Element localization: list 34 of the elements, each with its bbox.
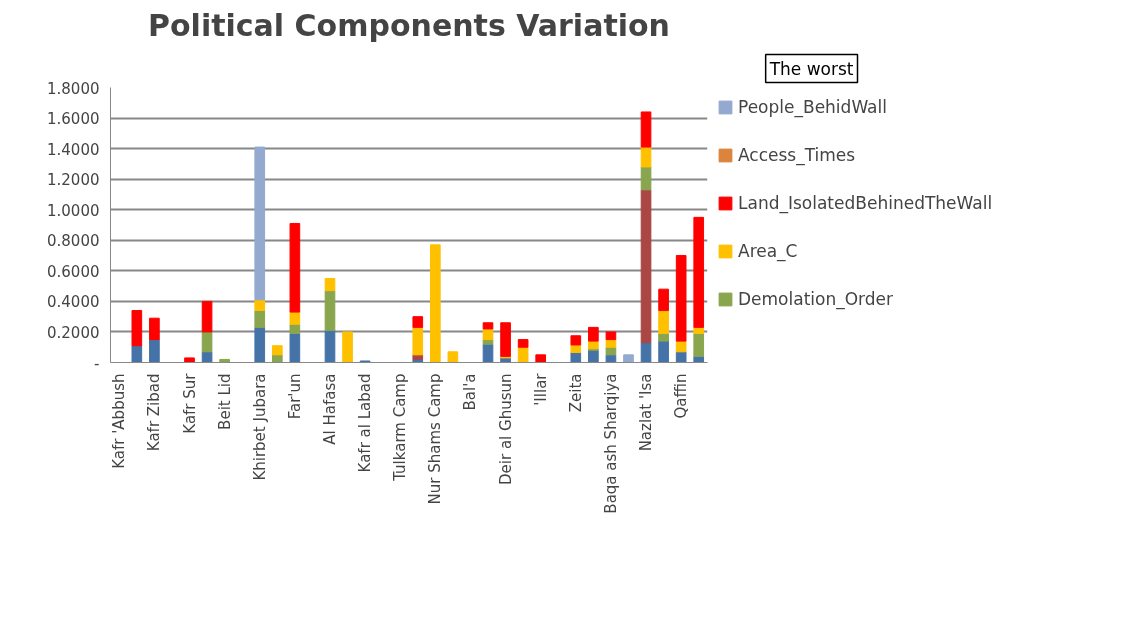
y-tick-label: 1.0000	[47, 201, 100, 220]
x-tick-label: Khirbet Jubara	[250, 373, 269, 481]
text: The worst	[768, 58, 854, 79]
y-tick-label: 0.6000	[47, 262, 100, 281]
y-tick-label: 0.2000	[47, 323, 100, 342]
legend-label: Demolation_Order	[738, 289, 894, 309]
x-tick-label: Far'un	[285, 373, 304, 420]
x-tick-label: Nur Shams Camp	[426, 373, 445, 505]
x-tick-label: Kafr Zibad	[145, 373, 164, 452]
chart-title: Political Components Variation	[148, 7, 670, 43]
y-tick-label: 1.2000	[47, 171, 100, 190]
x-tick-label: Beit Lid	[215, 373, 234, 430]
y-tick-label: 1.8000	[47, 79, 100, 98]
y-tick-label: 1.6000	[47, 110, 100, 129]
y-tick-label: -	[94, 354, 100, 373]
legend-label: Area_C	[738, 241, 798, 261]
x-tick-label: Tulkarm Camp	[391, 373, 410, 482]
legend-label: Land_IsolatedBehinedTheWall	[738, 193, 993, 213]
x-tick-label: Kafr 'Abbush	[110, 373, 129, 469]
x-tick-label: 'Illar	[531, 372, 550, 406]
y-tick-label: 0.8000	[47, 232, 100, 251]
x-tick-label: Deir al Ghusun	[496, 373, 515, 485]
x-tick-label: Zeita	[566, 373, 585, 413]
x-tick-label: Nazlat 'Isa	[637, 373, 656, 452]
x-tick-label: Bal'a	[461, 373, 480, 411]
x-tick-label: Al Hafasa	[320, 373, 339, 445]
legend-label: Access_Times	[738, 145, 856, 165]
legend-label: People_BehidWall	[738, 97, 887, 117]
x-tick-label: Baqa ash Sharqiya	[601, 373, 620, 514]
x-tick-label: Kafr al Labad	[356, 373, 375, 473]
y-tick-label: 0.4000	[47, 293, 100, 312]
y-tick-label: 1.4000	[47, 140, 100, 159]
x-tick-label: Qaffin	[672, 373, 691, 419]
x-tick-label: Kafr Sur	[180, 372, 199, 434]
